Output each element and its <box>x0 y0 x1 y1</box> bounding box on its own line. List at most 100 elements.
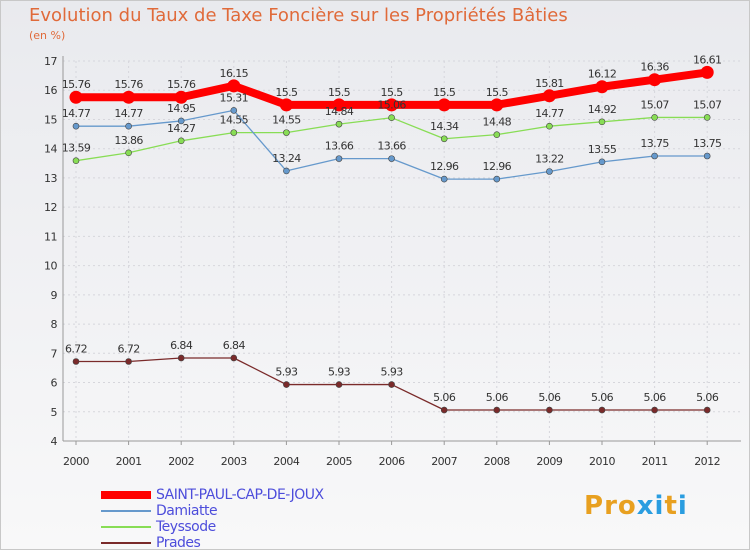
data-label: 15.07 <box>640 98 669 111</box>
y-tick-label: 4 <box>51 435 58 448</box>
legend-item: SAINT-PAUL-CAP-DE-JOUX <box>101 487 401 503</box>
data-point <box>493 406 501 414</box>
data-label: 5.93 <box>328 366 351 379</box>
data-point <box>279 98 293 112</box>
legend-swatch <box>101 542 151 544</box>
legend-item: Damiatte <box>101 503 401 519</box>
data-label: 5.06 <box>433 391 456 404</box>
data-point <box>388 114 395 122</box>
data-point <box>542 89 556 103</box>
data-label: 15.81 <box>535 77 564 90</box>
data-point <box>388 381 395 388</box>
data-point <box>546 122 553 130</box>
series-lines <box>69 65 714 414</box>
legend-swatch <box>101 510 151 512</box>
data-point <box>703 114 711 121</box>
data-point <box>546 168 553 175</box>
logo-letter: o <box>617 491 637 521</box>
data-point <box>703 152 711 160</box>
data-label: 13.86 <box>114 134 143 147</box>
data-label: 13.55 <box>588 143 617 156</box>
y-tick-label: 15 <box>44 113 57 126</box>
x-tick-label: 2012 <box>694 455 720 468</box>
data-point <box>72 122 80 130</box>
data-label: 14.34 <box>430 120 459 133</box>
data-label: 15.5 <box>381 86 404 99</box>
axes: 4 5 6 7 8 9 10 11 12 13 14 15 16 17 2000 2001 2002 2003 20… <box>44 55 741 468</box>
data-point <box>283 381 290 388</box>
data-point <box>595 80 609 94</box>
data-point <box>700 65 714 79</box>
data-point <box>230 129 238 136</box>
data-point <box>72 157 80 164</box>
data-point <box>388 155 395 162</box>
data-point <box>72 358 80 365</box>
data-label: 16.36 <box>640 61 669 74</box>
data-point <box>440 406 448 414</box>
data-label: 13.66 <box>325 140 354 153</box>
legend-label: SAINT-PAUL-CAP-DE-JOUX <box>156 487 324 503</box>
data-label: 15.5 <box>328 86 351 99</box>
data-label: 13.59 <box>62 142 91 155</box>
data-label: 13.22 <box>535 152 564 165</box>
y-tick-label: 6 <box>51 377 58 390</box>
legend-item: Teyssode <box>101 519 401 535</box>
x-tick-label: 2007 <box>431 455 457 468</box>
legend: SAINT-PAUL-CAP-DE-JOUX Damiatte Teyssode Pr… <box>101 487 401 551</box>
logo-letter: t <box>664 491 678 521</box>
data-label: 13.24 <box>272 152 301 165</box>
logo-letter: r <box>604 491 618 521</box>
data-label: 12.96 <box>430 160 459 173</box>
data-label: 6.84 <box>170 339 193 352</box>
data-point <box>177 137 185 145</box>
data-label: 15.5 <box>275 86 298 99</box>
data-point <box>437 98 451 112</box>
x-tick-label: 2000 <box>63 455 89 468</box>
data-point <box>493 131 501 138</box>
data-label: 15.31 <box>220 91 249 104</box>
y-tick-label: 14 <box>44 143 57 156</box>
y-tick-label: 10 <box>44 260 57 273</box>
x-tick-label: 2011 <box>642 455 668 468</box>
legend-label: Damiatte <box>156 503 218 519</box>
logo-letter: x <box>636 491 655 521</box>
data-labels: 15.76 15.76 15.76 16.15 15.5 15.5 15.5 15.5 15.5… <box>62 53 723 404</box>
proxiti-logo: Proxiti <box>584 491 688 521</box>
data-label: 14.55 <box>220 114 249 127</box>
x-tick-label: 2001 <box>116 455 142 468</box>
chart-subtitle: (en %) <box>29 29 66 42</box>
data-point <box>546 406 553 414</box>
x-tick-label: 2010 <box>589 455 615 468</box>
data-point <box>493 175 501 183</box>
data-point <box>598 118 606 126</box>
data-label: 15.76 <box>62 78 91 91</box>
data-point <box>125 358 132 365</box>
legend-item: Prades <box>101 535 401 551</box>
y-tick-label: 7 <box>51 347 58 360</box>
data-point <box>332 98 346 112</box>
x-tick-label: 2005 <box>326 455 352 468</box>
data-point <box>335 120 343 128</box>
data-point <box>69 90 83 104</box>
x-tick-label: 2006 <box>379 455 405 468</box>
data-label: 14.84 <box>325 105 354 118</box>
logo-letter: P <box>584 491 605 521</box>
y-tick-label: 9 <box>51 289 58 302</box>
data-label: 6.84 <box>223 339 246 352</box>
data-point <box>177 354 185 362</box>
data-label: 13.75 <box>693 137 722 150</box>
data-point <box>125 122 132 130</box>
data-point <box>177 117 185 125</box>
data-label: 5.93 <box>381 366 404 379</box>
data-point <box>125 149 132 157</box>
data-label: 13.75 <box>640 137 669 150</box>
data-point <box>440 135 448 143</box>
data-point <box>651 152 658 160</box>
data-point <box>174 90 188 104</box>
data-label: 14.77 <box>62 107 91 120</box>
x-tick-label: 2008 <box>484 455 510 468</box>
x-tick-label: 2004 <box>273 455 299 468</box>
data-label: 14.55 <box>272 114 301 127</box>
